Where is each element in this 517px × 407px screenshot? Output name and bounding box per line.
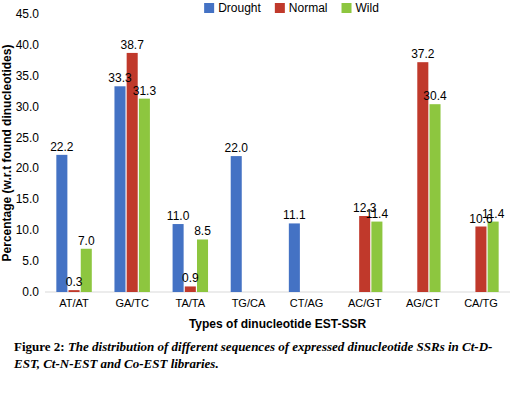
y-tick-label: 20.0: [16, 161, 40, 175]
caption-label: Figure 2:: [14, 339, 65, 354]
bar: [429, 104, 440, 292]
bar: [289, 223, 300, 292]
y-tick-label: 25.0: [16, 131, 40, 145]
bar: [488, 222, 499, 292]
data-label: 0.3: [66, 275, 83, 289]
legend-swatch: [204, 3, 214, 13]
data-label: 33.3: [108, 71, 132, 85]
legend-swatch: [275, 3, 285, 13]
bar: [56, 155, 67, 292]
data-labels: 22.233.311.022.011.10.338.70.912.337.210…: [50, 38, 505, 289]
bars: [56, 53, 498, 292]
x-tick-label: CT/AG: [290, 297, 324, 309]
data-label: 38.7: [121, 38, 145, 52]
y-tick-label: 15.0: [16, 192, 40, 206]
data-label: 30.4: [423, 89, 447, 103]
data-label: 37.2: [411, 47, 435, 61]
y-tick-label: 5.0: [22, 254, 39, 268]
x-axis-label: Types of dinucleotide EST-SSR: [189, 317, 366, 331]
bar: [139, 99, 150, 292]
caption: Figure 2: The distribution of different …: [14, 338, 504, 372]
bar: [359, 216, 370, 292]
data-label: 0.9: [182, 271, 199, 285]
legend-label: Wild: [356, 1, 379, 15]
data-label: 31.3: [133, 84, 157, 98]
data-label: 7.0: [78, 234, 95, 248]
y-tick-label: 10.0: [16, 223, 40, 237]
y-tick-label: 35.0: [16, 69, 40, 83]
data-label: 22.2: [50, 140, 74, 154]
data-label: 8.5: [194, 224, 211, 238]
bar: [231, 156, 242, 292]
legend: Drought Normal Wild: [204, 1, 379, 15]
x-tick-label: CA/TG: [464, 297, 498, 309]
caption-text: The distribution of different sequences …: [14, 339, 492, 371]
data-label: 11.4: [482, 207, 505, 221]
bar: [114, 86, 125, 292]
x-tick-label: AC/GT: [348, 297, 382, 309]
data-label: 11.1: [283, 208, 306, 222]
y-tick-label: 40.0: [16, 38, 40, 52]
legend-swatch: [342, 3, 352, 13]
y-tick-label: 30.0: [16, 100, 40, 114]
x-tick-label: AT/AT: [59, 297, 89, 309]
data-label: 11.0: [167, 209, 190, 223]
chart: 0.0 5.0 10.0 15.0 20.0 25.0 30.0 35.0 40.0 45.0 22…: [0, 0, 517, 336]
bar: [69, 290, 80, 292]
bar: [371, 222, 382, 292]
x-tick-label: TA/TA: [176, 297, 206, 309]
bar: [185, 286, 196, 292]
y-axis-label: Percentage (w.r.t found dinucleotides): [0, 45, 14, 262]
data-label: 22.0: [225, 141, 249, 155]
legend-label: Drought: [218, 1, 261, 15]
legend-label: Normal: [289, 1, 328, 15]
x-tick-label: TG/CA: [232, 297, 266, 309]
bar: [475, 227, 486, 292]
x-tick-label: GA/TC: [115, 297, 149, 309]
y-tick-label: 0.0: [22, 285, 39, 299]
x-tick-label: AG/CT: [406, 297, 440, 309]
data-label: 11.4: [366, 207, 389, 221]
y-tick-label: 45.0: [16, 7, 40, 21]
